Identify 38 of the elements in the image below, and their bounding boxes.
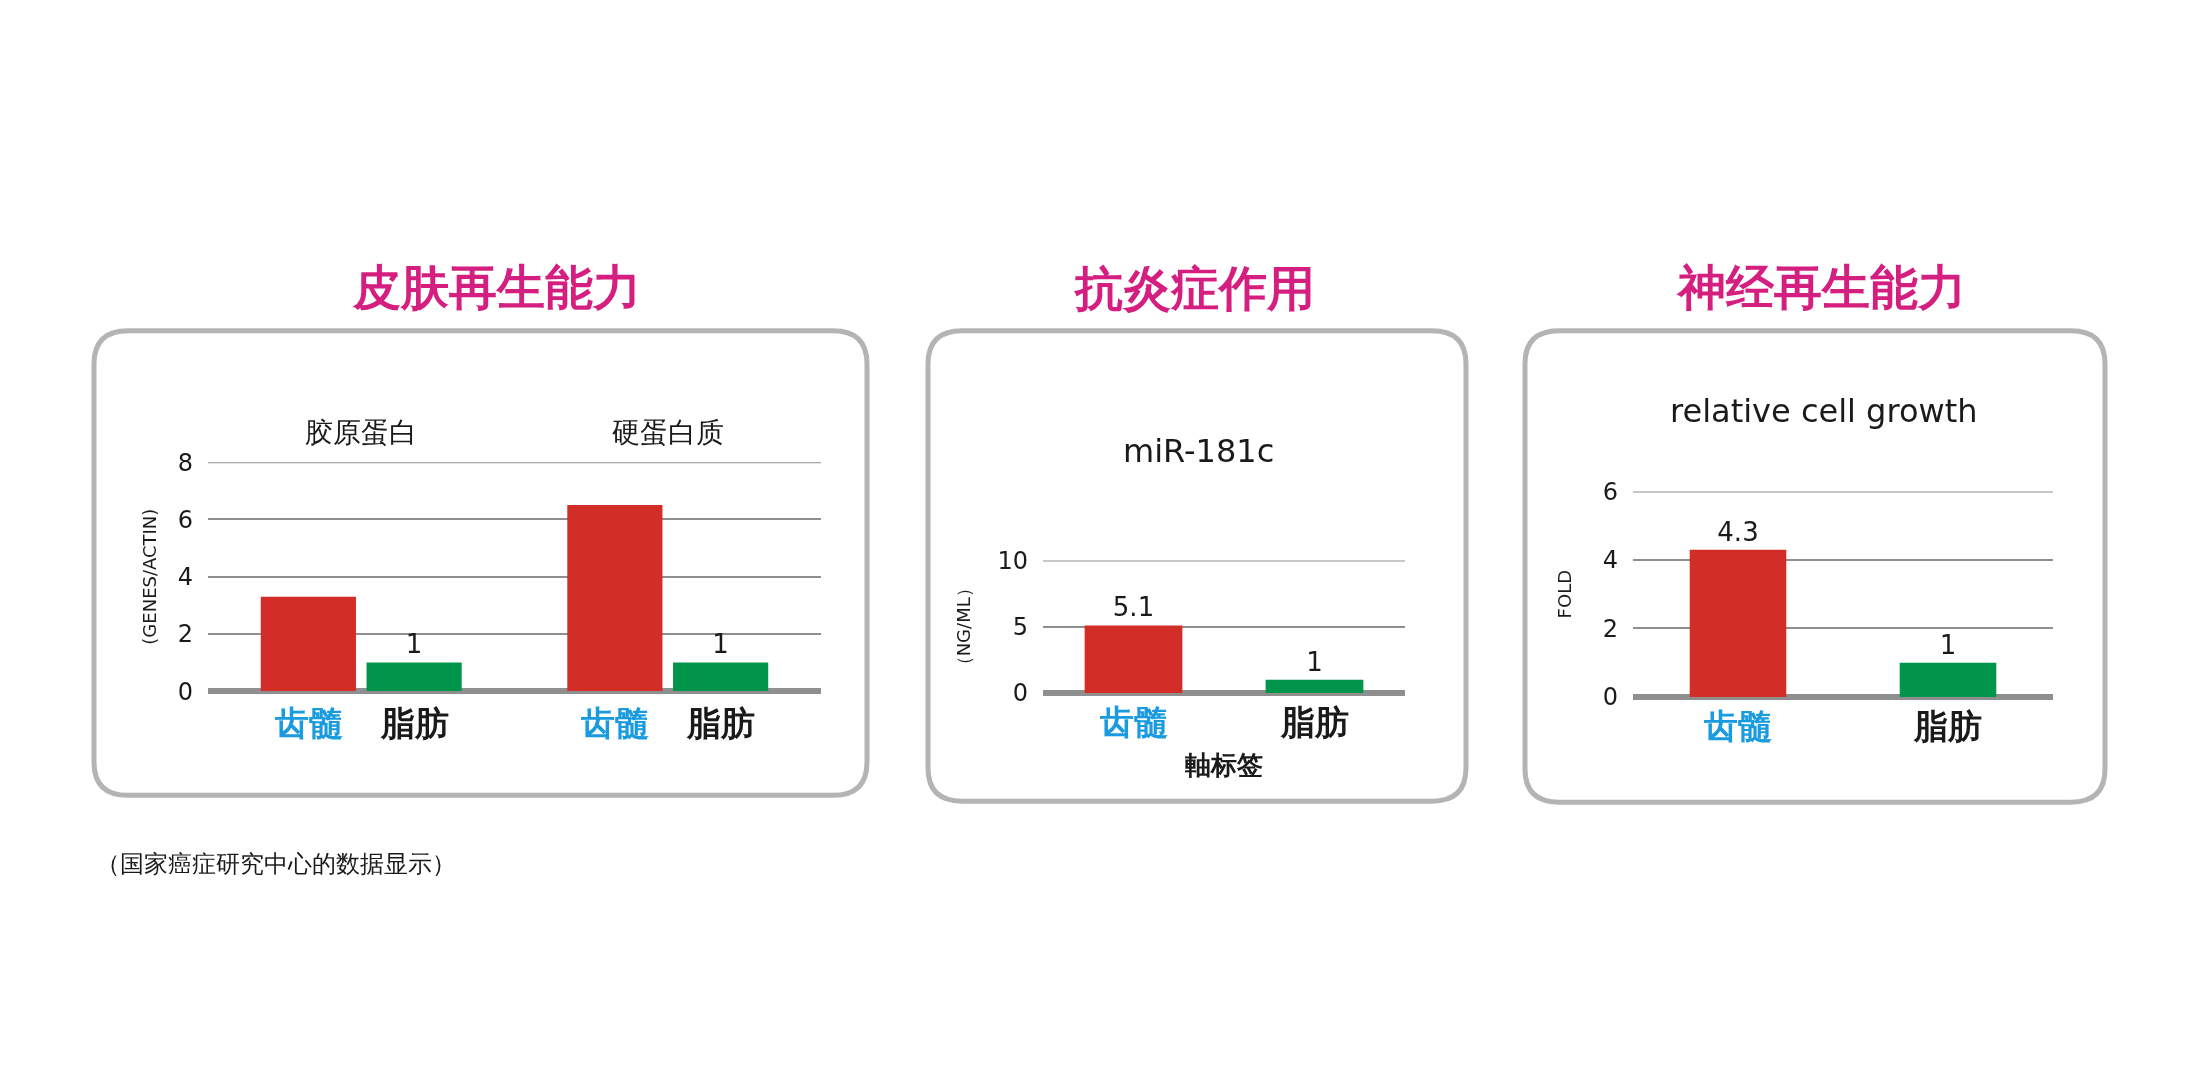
x-tick-label: 硬蛋白质 (611, 415, 724, 449)
y-tick-label: 0 (177, 677, 193, 706)
x-tick-label: 脂肪 (1279, 702, 1349, 743)
x-tick-label: 齿髓 (1703, 705, 1772, 746)
y-tick-label: 2 (177, 620, 193, 649)
y-tick-label: 10 (997, 546, 1028, 575)
x-axis-title: 軸标签 (1185, 749, 1263, 780)
y-tick-label: 0 (1012, 679, 1028, 708)
bar (366, 662, 462, 692)
bar (567, 505, 663, 692)
data-label: 1 (405, 629, 423, 660)
y-tick-label: 4 (177, 563, 193, 592)
chart-subtitle: miR-181c (1123, 432, 1275, 470)
data-label: 1 (712, 629, 729, 660)
data-label: 5.1 (1112, 592, 1155, 623)
x-tick-label: 胶原蛋白 (305, 415, 418, 449)
text: （国家癌症研究中心的数据显示） (96, 850, 456, 878)
y-axis-title: FOLD (1553, 569, 1575, 619)
chart-title: 抗炎症作用 (1073, 260, 1315, 316)
bar (260, 596, 356, 692)
chart-title: 神经再生能力 (1676, 259, 1966, 315)
y-tick-label: 8 (177, 448, 193, 477)
y-tick-label: 6 (1602, 477, 1618, 506)
bar (673, 662, 769, 692)
y-tick-label: 2 (1602, 614, 1618, 643)
x-tick-label: 脂肪 (1913, 705, 1982, 746)
y-tick-label: 4 (1602, 546, 1618, 575)
x-tick-label: 齿髓 (1098, 702, 1168, 743)
chart-subtitle: relative cell growth (1670, 392, 1978, 430)
y-tick-label: 0 (1602, 683, 1618, 712)
y-tick-label: 5 (1012, 613, 1028, 642)
chart-title: 皮肤再生能力 (352, 259, 641, 315)
data-label: 4.3 (1717, 516, 1759, 547)
y-axis-title: （NG/ML） (952, 579, 974, 675)
y-tick-label: 6 (177, 505, 193, 534)
y-axis-title: (GENES/ACTIN) (138, 508, 160, 645)
data-label: 1 (1939, 629, 1957, 660)
data-label: 1 (1306, 646, 1323, 677)
